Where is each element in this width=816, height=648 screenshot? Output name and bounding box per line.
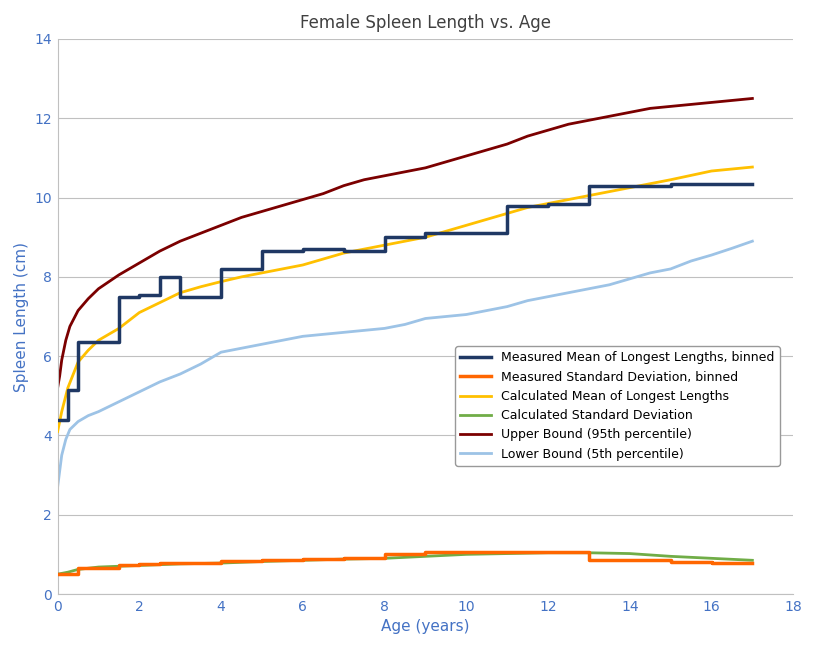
Legend: Measured Mean of Longest Lengths, binned, Measured Standard Deviation, binned, C: Measured Mean of Longest Lengths, binned… [455, 347, 779, 466]
Y-axis label: Spleen Length (cm): Spleen Length (cm) [14, 242, 29, 391]
Title: Female Spleen Length vs. Age: Female Spleen Length vs. Age [300, 14, 551, 32]
X-axis label: Age (years): Age (years) [381, 619, 470, 634]
